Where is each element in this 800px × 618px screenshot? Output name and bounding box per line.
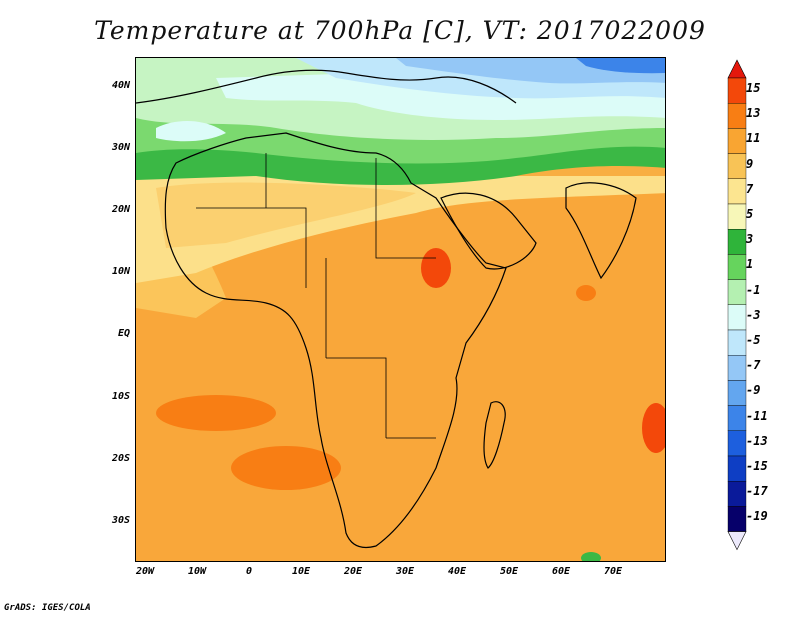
- colorbar-level-label: 13: [746, 106, 761, 121]
- lon-tick-10e: 10E: [291, 566, 311, 577]
- colorbar-segment: [727, 430, 747, 457]
- colorbar-segment: [727, 77, 747, 104]
- colorbar-level-label: -11: [746, 408, 768, 423]
- colorbar-segment: [727, 380, 747, 406]
- colorbar-bottom-arrow: [727, 531, 747, 551]
- colorbar-level-label: -9: [746, 383, 761, 398]
- colorbar-top-arrow: [727, 59, 747, 79]
- lon-tick-20w: 20W: [135, 566, 155, 577]
- colorbar-segment: [727, 128, 747, 154]
- colorbar-segment: [727, 279, 747, 306]
- footer-credit: GrADS: IGES/COLA: [4, 603, 91, 613]
- lon-tick-60e: 60E: [551, 566, 571, 577]
- colorbar-segment: [727, 506, 747, 532]
- temperature-map: [135, 57, 666, 562]
- country-borders: [196, 153, 436, 439]
- colorbar-segment: [727, 254, 747, 280]
- lat-tick-40n: 40N: [111, 80, 130, 91]
- colorbar-level-label: -3: [746, 307, 761, 322]
- colorbar-level-label: 15: [746, 81, 761, 95]
- colorbar-level-label: -5: [746, 333, 761, 347]
- colorbar-level-label: -7: [746, 358, 761, 373]
- sahara-orange-band: [156, 182, 416, 248]
- lat-tick-10n: 10N: [111, 266, 130, 277]
- colorbar-segment: [727, 355, 747, 381]
- colorbar-level-label: 11: [746, 131, 761, 146]
- lat-tick-20n: 20N: [111, 204, 130, 215]
- arabia-outline: [440, 192, 537, 270]
- morocco-cool-patch: [156, 121, 226, 142]
- colorbar-segment: [727, 178, 747, 205]
- india-outline: [565, 182, 637, 280]
- colorbar: [727, 59, 747, 551]
- hotspot-namibia: [231, 446, 341, 490]
- africa-outline: [164, 132, 507, 549]
- europe-coastline: [136, 69, 517, 104]
- colorbar-segment: [727, 228, 747, 255]
- lat-tick-30n: 30N: [111, 142, 130, 153]
- colorbar-segment: [727, 455, 747, 482]
- lat-tick-eq: EQ: [117, 328, 130, 339]
- lat-tick-10s: 10S: [111, 391, 130, 402]
- south-green-patch: [581, 552, 601, 561]
- colorbar-segment: [727, 203, 747, 230]
- colorbar-segment: [727, 153, 747, 180]
- lon-tick-10w: 10W: [187, 566, 207, 577]
- colorbar-level-label: -1: [746, 282, 761, 297]
- colorbar-level-label: -19: [746, 509, 768, 524]
- colorbar-level-label: 1: [746, 257, 754, 272]
- colorbar-level-label: -13: [746, 433, 768, 448]
- colorbar-segment: [727, 405, 747, 432]
- lon-tick-50e: 50E: [499, 566, 519, 577]
- hotspot-indian-ocean: [642, 403, 665, 453]
- madagascar-outline: [483, 401, 506, 469]
- colorbar-level-label: 7: [746, 181, 754, 196]
- colorbar-level-label: -17: [746, 484, 768, 499]
- lat-tick-20s: 20S: [111, 453, 130, 464]
- hotspot-atlantic: [156, 395, 276, 431]
- north-deepblue-zone: [576, 58, 665, 74]
- hotspot-arabian-sea: [576, 285, 596, 301]
- colorbar-level-label: 3: [746, 232, 754, 247]
- lon-tick-30e: 30E: [395, 566, 415, 577]
- chart-title: Temperature at 700hPa [C], VT: 201702200…: [94, 16, 706, 45]
- colorbar-level-label: 5: [746, 207, 754, 221]
- hotspot-ethiopia: [421, 248, 451, 288]
- lon-tick-20e: 20E: [343, 566, 363, 577]
- colorbar-segment: [727, 329, 747, 356]
- colorbar-level-label: -15: [746, 459, 768, 473]
- lat-tick-30s: 30S: [111, 515, 130, 526]
- lon-tick-70e: 70E: [603, 566, 623, 577]
- colorbar-segment: [727, 304, 747, 331]
- colorbar-segment: [727, 102, 747, 129]
- colorbar-level-label: 9: [746, 156, 754, 171]
- lon-tick-40e: 40E: [447, 566, 467, 577]
- map-svg: [136, 58, 665, 561]
- lon-tick-0: 0: [245, 566, 253, 577]
- colorbar-segment: [727, 481, 747, 507]
